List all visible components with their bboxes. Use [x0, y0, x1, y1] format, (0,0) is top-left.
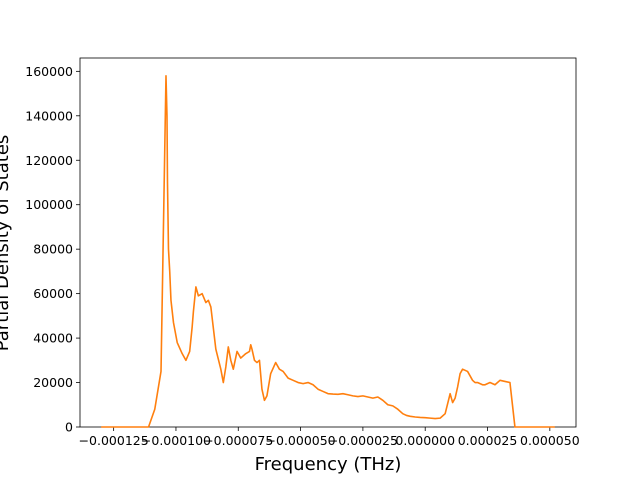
series-line: [101, 74, 555, 428]
y-tick-label: 100000: [25, 197, 73, 212]
y-tick-label: 60000: [33, 286, 73, 301]
y-tick-label: 20000: [33, 375, 73, 390]
y-tick-label: 0: [65, 420, 73, 435]
x-tick-label: 0.000000: [395, 433, 455, 448]
y-tick-label: 160000: [25, 64, 73, 79]
y-axis-label: Partial Density of States: [0, 135, 13, 352]
y-tick-label: 80000: [33, 242, 73, 257]
x-tick-label: −0.000125: [79, 433, 149, 448]
series-layer: [101, 74, 555, 428]
plot-frame: [79, 57, 577, 428]
y-tick-label: 120000: [25, 153, 73, 168]
x-tick-label: −0.000050: [266, 433, 336, 448]
x-tick-label: −0.000025: [328, 433, 398, 448]
x-tick-label: 0.000050: [520, 433, 580, 448]
x-axis-ticks: −0.000125−0.000100−0.000075−0.000050−0.0…: [79, 427, 580, 448]
x-axis-label: Frequency (THz): [255, 454, 402, 475]
y-tick-label: 140000: [25, 108, 73, 123]
x-tick-label: 0.000025: [458, 433, 518, 448]
x-tick-label: −0.000100: [141, 433, 211, 448]
y-axis-ticks: 0 20000 40000 60000 80000 100000 120000 140000 1…: [25, 64, 80, 435]
x-tick-label: −0.000075: [203, 433, 273, 448]
y-tick-label: 40000: [33, 331, 73, 346]
